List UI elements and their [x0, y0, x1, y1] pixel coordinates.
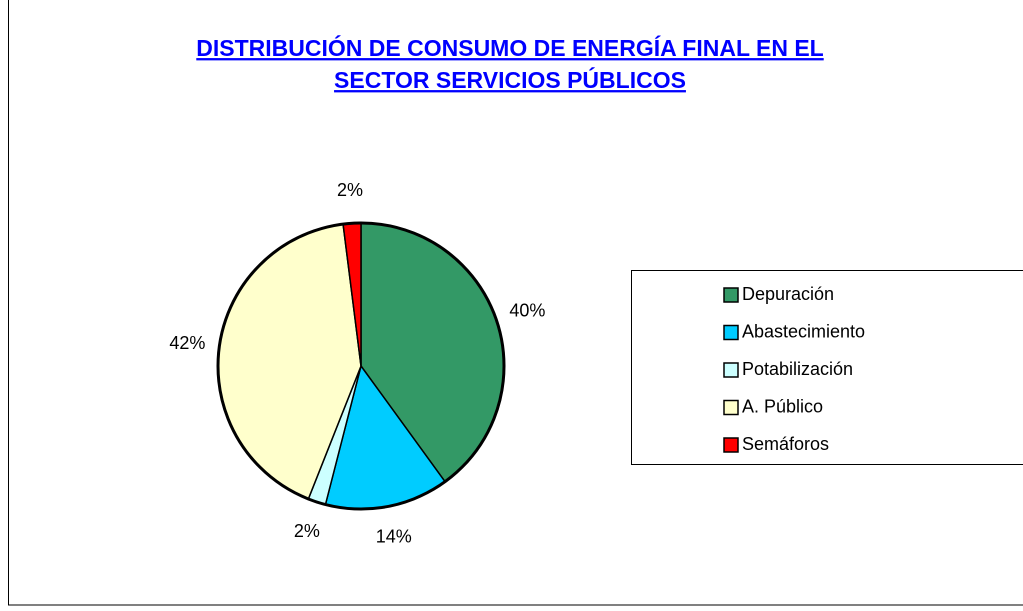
legend-label: Depuración [742, 284, 834, 304]
legend-label: Abastecimiento [742, 321, 865, 341]
legend-swatch [723, 362, 739, 378]
legend-swatch [723, 324, 739, 341]
chart-title: DISTRIBUCIÓN DE CONSUMO DE ENERGÍA FINAL… [196, 34, 823, 61]
pie-outline [216, 221, 506, 511]
legend-swatch [723, 399, 739, 416]
legend-swatch [723, 287, 739, 303]
legend-label: Semáforos [742, 434, 829, 454]
data-label: 40% [509, 301, 545, 321]
data-label: 14% [376, 527, 412, 547]
data-label: 2% [294, 521, 320, 541]
legend-label: Potabilización [742, 359, 853, 379]
chart-title: SECTOR SERVICIOS PÚBLICOS [334, 66, 686, 93]
data-label: 2% [337, 180, 363, 200]
legend-swatch [723, 437, 739, 453]
legend-label: A. Público [742, 396, 823, 416]
legend-box [631, 270, 1023, 465]
data-label: 42% [169, 333, 205, 353]
